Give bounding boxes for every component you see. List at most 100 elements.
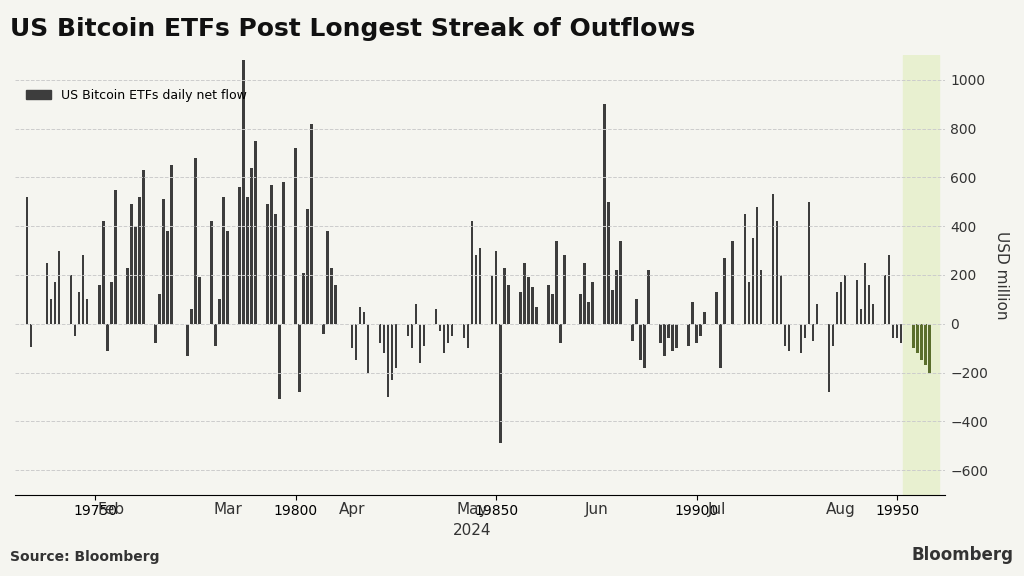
- Bar: [130, 204, 132, 324]
- Bar: [607, 202, 609, 324]
- Bar: [423, 324, 425, 346]
- Bar: [57, 251, 60, 324]
- Bar: [639, 324, 642, 361]
- Bar: [415, 304, 418, 324]
- Bar: [687, 324, 690, 346]
- Bar: [748, 282, 751, 324]
- Bar: [647, 270, 650, 324]
- Bar: [335, 285, 337, 324]
- Bar: [166, 231, 169, 324]
- Bar: [479, 248, 481, 324]
- Bar: [82, 255, 84, 324]
- Bar: [126, 268, 129, 324]
- Bar: [760, 270, 762, 324]
- Bar: [535, 306, 538, 324]
- Bar: [676, 324, 678, 348]
- Text: Bloomberg: Bloomberg: [911, 547, 1014, 564]
- Bar: [250, 168, 253, 324]
- Bar: [583, 263, 586, 324]
- Bar: [620, 241, 622, 324]
- Bar: [387, 324, 389, 397]
- Bar: [354, 324, 357, 361]
- Bar: [74, 324, 77, 336]
- Bar: [490, 275, 494, 324]
- Bar: [827, 324, 830, 392]
- Bar: [523, 263, 525, 324]
- Bar: [270, 185, 273, 324]
- Bar: [903, 55, 939, 495]
- Bar: [134, 226, 136, 324]
- Bar: [331, 268, 333, 324]
- Text: US Bitcoin ETFs Post Longest Streak of Outflows: US Bitcoin ETFs Post Longest Streak of O…: [10, 17, 695, 41]
- Bar: [154, 324, 157, 343]
- Bar: [844, 275, 847, 324]
- Bar: [915, 324, 919, 353]
- Bar: [367, 324, 370, 373]
- Bar: [884, 275, 887, 324]
- Bar: [836, 292, 839, 324]
- Bar: [475, 255, 477, 324]
- Bar: [226, 231, 228, 324]
- Bar: [298, 324, 301, 392]
- Text: Source: Bloomberg: Source: Bloomberg: [10, 551, 160, 564]
- Bar: [105, 324, 109, 351]
- Text: 2024: 2024: [453, 522, 492, 537]
- Bar: [860, 309, 862, 324]
- Bar: [247, 197, 249, 324]
- Bar: [239, 187, 241, 324]
- Bar: [243, 60, 245, 324]
- Bar: [896, 324, 898, 339]
- Bar: [186, 324, 188, 355]
- Bar: [731, 241, 734, 324]
- Y-axis label: USD million: USD million: [994, 231, 1009, 319]
- Bar: [783, 324, 786, 346]
- Bar: [254, 141, 257, 324]
- Bar: [294, 148, 297, 324]
- Bar: [587, 302, 590, 324]
- Bar: [695, 324, 698, 343]
- Bar: [804, 324, 806, 339]
- Bar: [411, 324, 414, 348]
- Bar: [218, 300, 221, 324]
- Bar: [138, 197, 140, 324]
- Bar: [591, 282, 594, 324]
- Bar: [924, 324, 927, 365]
- Bar: [812, 324, 814, 341]
- Bar: [703, 312, 706, 324]
- Bar: [643, 324, 646, 367]
- Bar: [114, 190, 117, 324]
- Bar: [279, 324, 281, 399]
- Bar: [531, 287, 534, 324]
- Bar: [756, 207, 758, 324]
- Bar: [451, 324, 454, 336]
- Bar: [892, 324, 895, 339]
- Bar: [551, 294, 554, 324]
- Bar: [888, 255, 891, 324]
- Bar: [672, 324, 674, 351]
- Bar: [306, 209, 309, 324]
- Bar: [659, 324, 662, 343]
- Bar: [190, 309, 193, 324]
- Bar: [195, 158, 197, 324]
- Bar: [442, 324, 445, 353]
- Bar: [302, 272, 305, 324]
- Bar: [867, 285, 870, 324]
- Bar: [70, 275, 73, 324]
- Bar: [611, 290, 613, 324]
- Bar: [808, 202, 810, 324]
- Bar: [495, 251, 498, 324]
- Bar: [26, 197, 29, 324]
- Bar: [555, 241, 558, 324]
- Bar: [142, 170, 144, 324]
- Bar: [407, 324, 410, 336]
- Bar: [840, 282, 843, 324]
- Bar: [831, 324, 835, 346]
- Bar: [668, 324, 670, 339]
- Bar: [362, 312, 366, 324]
- Bar: [563, 255, 565, 324]
- Bar: [800, 324, 802, 353]
- Bar: [856, 280, 858, 324]
- Bar: [499, 324, 502, 444]
- Bar: [603, 104, 606, 324]
- Bar: [631, 324, 634, 341]
